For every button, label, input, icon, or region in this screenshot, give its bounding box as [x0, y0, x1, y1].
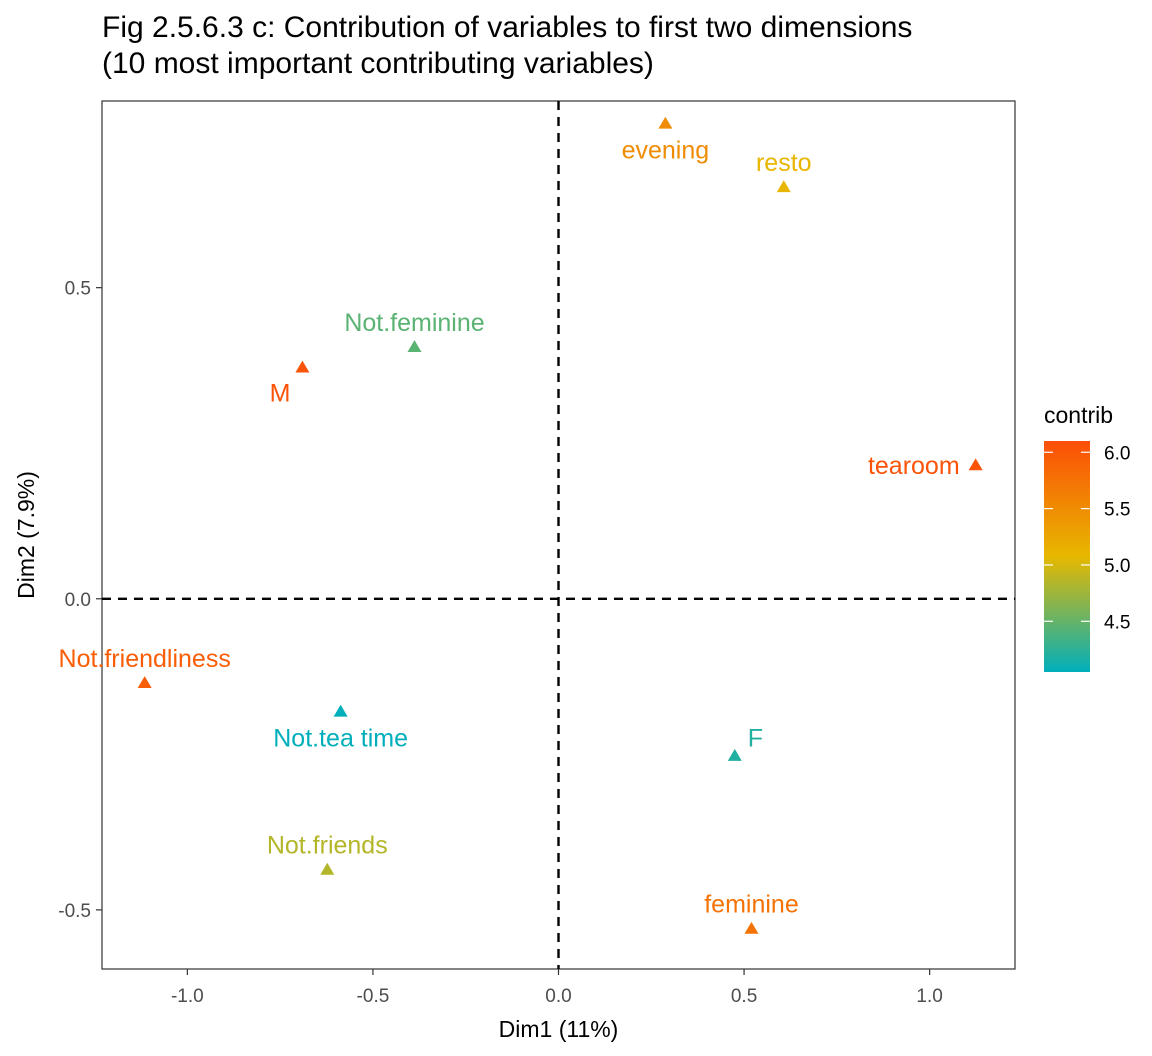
point-label: Not.friendliness: [59, 645, 231, 673]
point-marker: [968, 458, 983, 471]
x-axis: -1.0 -0.5 0.0 0.5 1.0: [171, 969, 943, 1007]
y-tick-label: 0.0: [65, 590, 91, 611]
point-marker: [727, 748, 742, 761]
legend-ticks: 6.0 5.5 5.0 4.5: [1044, 443, 1130, 633]
data-points: [137, 116, 983, 934]
point-marker: [137, 676, 152, 689]
reference-lines: [102, 101, 1015, 969]
x-tick-label: 0.5: [731, 986, 757, 1007]
point-marker: [407, 340, 422, 353]
x-tick-label: -1.0: [171, 986, 204, 1007]
point-label: Not.tea time: [273, 724, 408, 752]
point-marker: [295, 360, 310, 373]
point-marker: [776, 180, 791, 193]
legend-tick-label: 5.5: [1104, 500, 1130, 521]
x-axis-title: Dim1 (11%): [499, 1016, 619, 1042]
point-marker: [333, 704, 348, 717]
point-marker: [658, 116, 673, 129]
point-label: Not.feminine: [344, 309, 484, 337]
chart-title-line-1: Fig 2.5.6.3 c: Contribution of variables…: [102, 11, 913, 44]
x-tick-label: 0.0: [545, 986, 571, 1007]
point-label: evening: [622, 136, 710, 164]
point-label: F: [748, 725, 763, 753]
legend-tick-label: 5.0: [1104, 556, 1130, 577]
y-axis: -0.5 0.0 0.5: [58, 279, 102, 922]
legend-tick-label: 4.5: [1104, 612, 1130, 633]
y-axis-title: Dim2 (7.9%): [13, 471, 39, 599]
point-label: feminine: [704, 891, 799, 919]
chart-title: Fig 2.5.6.3 c: Contribution of variables…: [102, 10, 912, 82]
y-tick-label: -0.5: [58, 901, 91, 922]
point-label: tearoom: [868, 452, 960, 480]
y-tick-label: 0.5: [65, 279, 91, 300]
legend-tick-label: 6.0: [1104, 443, 1130, 464]
point-label: resto: [756, 149, 812, 177]
point-label: Not.friends: [267, 831, 388, 859]
point-marker: [320, 862, 335, 875]
color-legend: contrib 6.0 5.5 5.0 4.5: [1044, 402, 1130, 672]
point-label: M: [270, 379, 291, 407]
x-tick-label: 1.0: [916, 986, 942, 1007]
x-tick-label: -0.5: [357, 986, 390, 1007]
legend-title: contrib: [1044, 402, 1113, 428]
point-marker: [744, 921, 759, 934]
chart-title-line-2: (10 most important contributing variable…: [102, 47, 654, 80]
legend-colorbar: [1044, 441, 1090, 672]
